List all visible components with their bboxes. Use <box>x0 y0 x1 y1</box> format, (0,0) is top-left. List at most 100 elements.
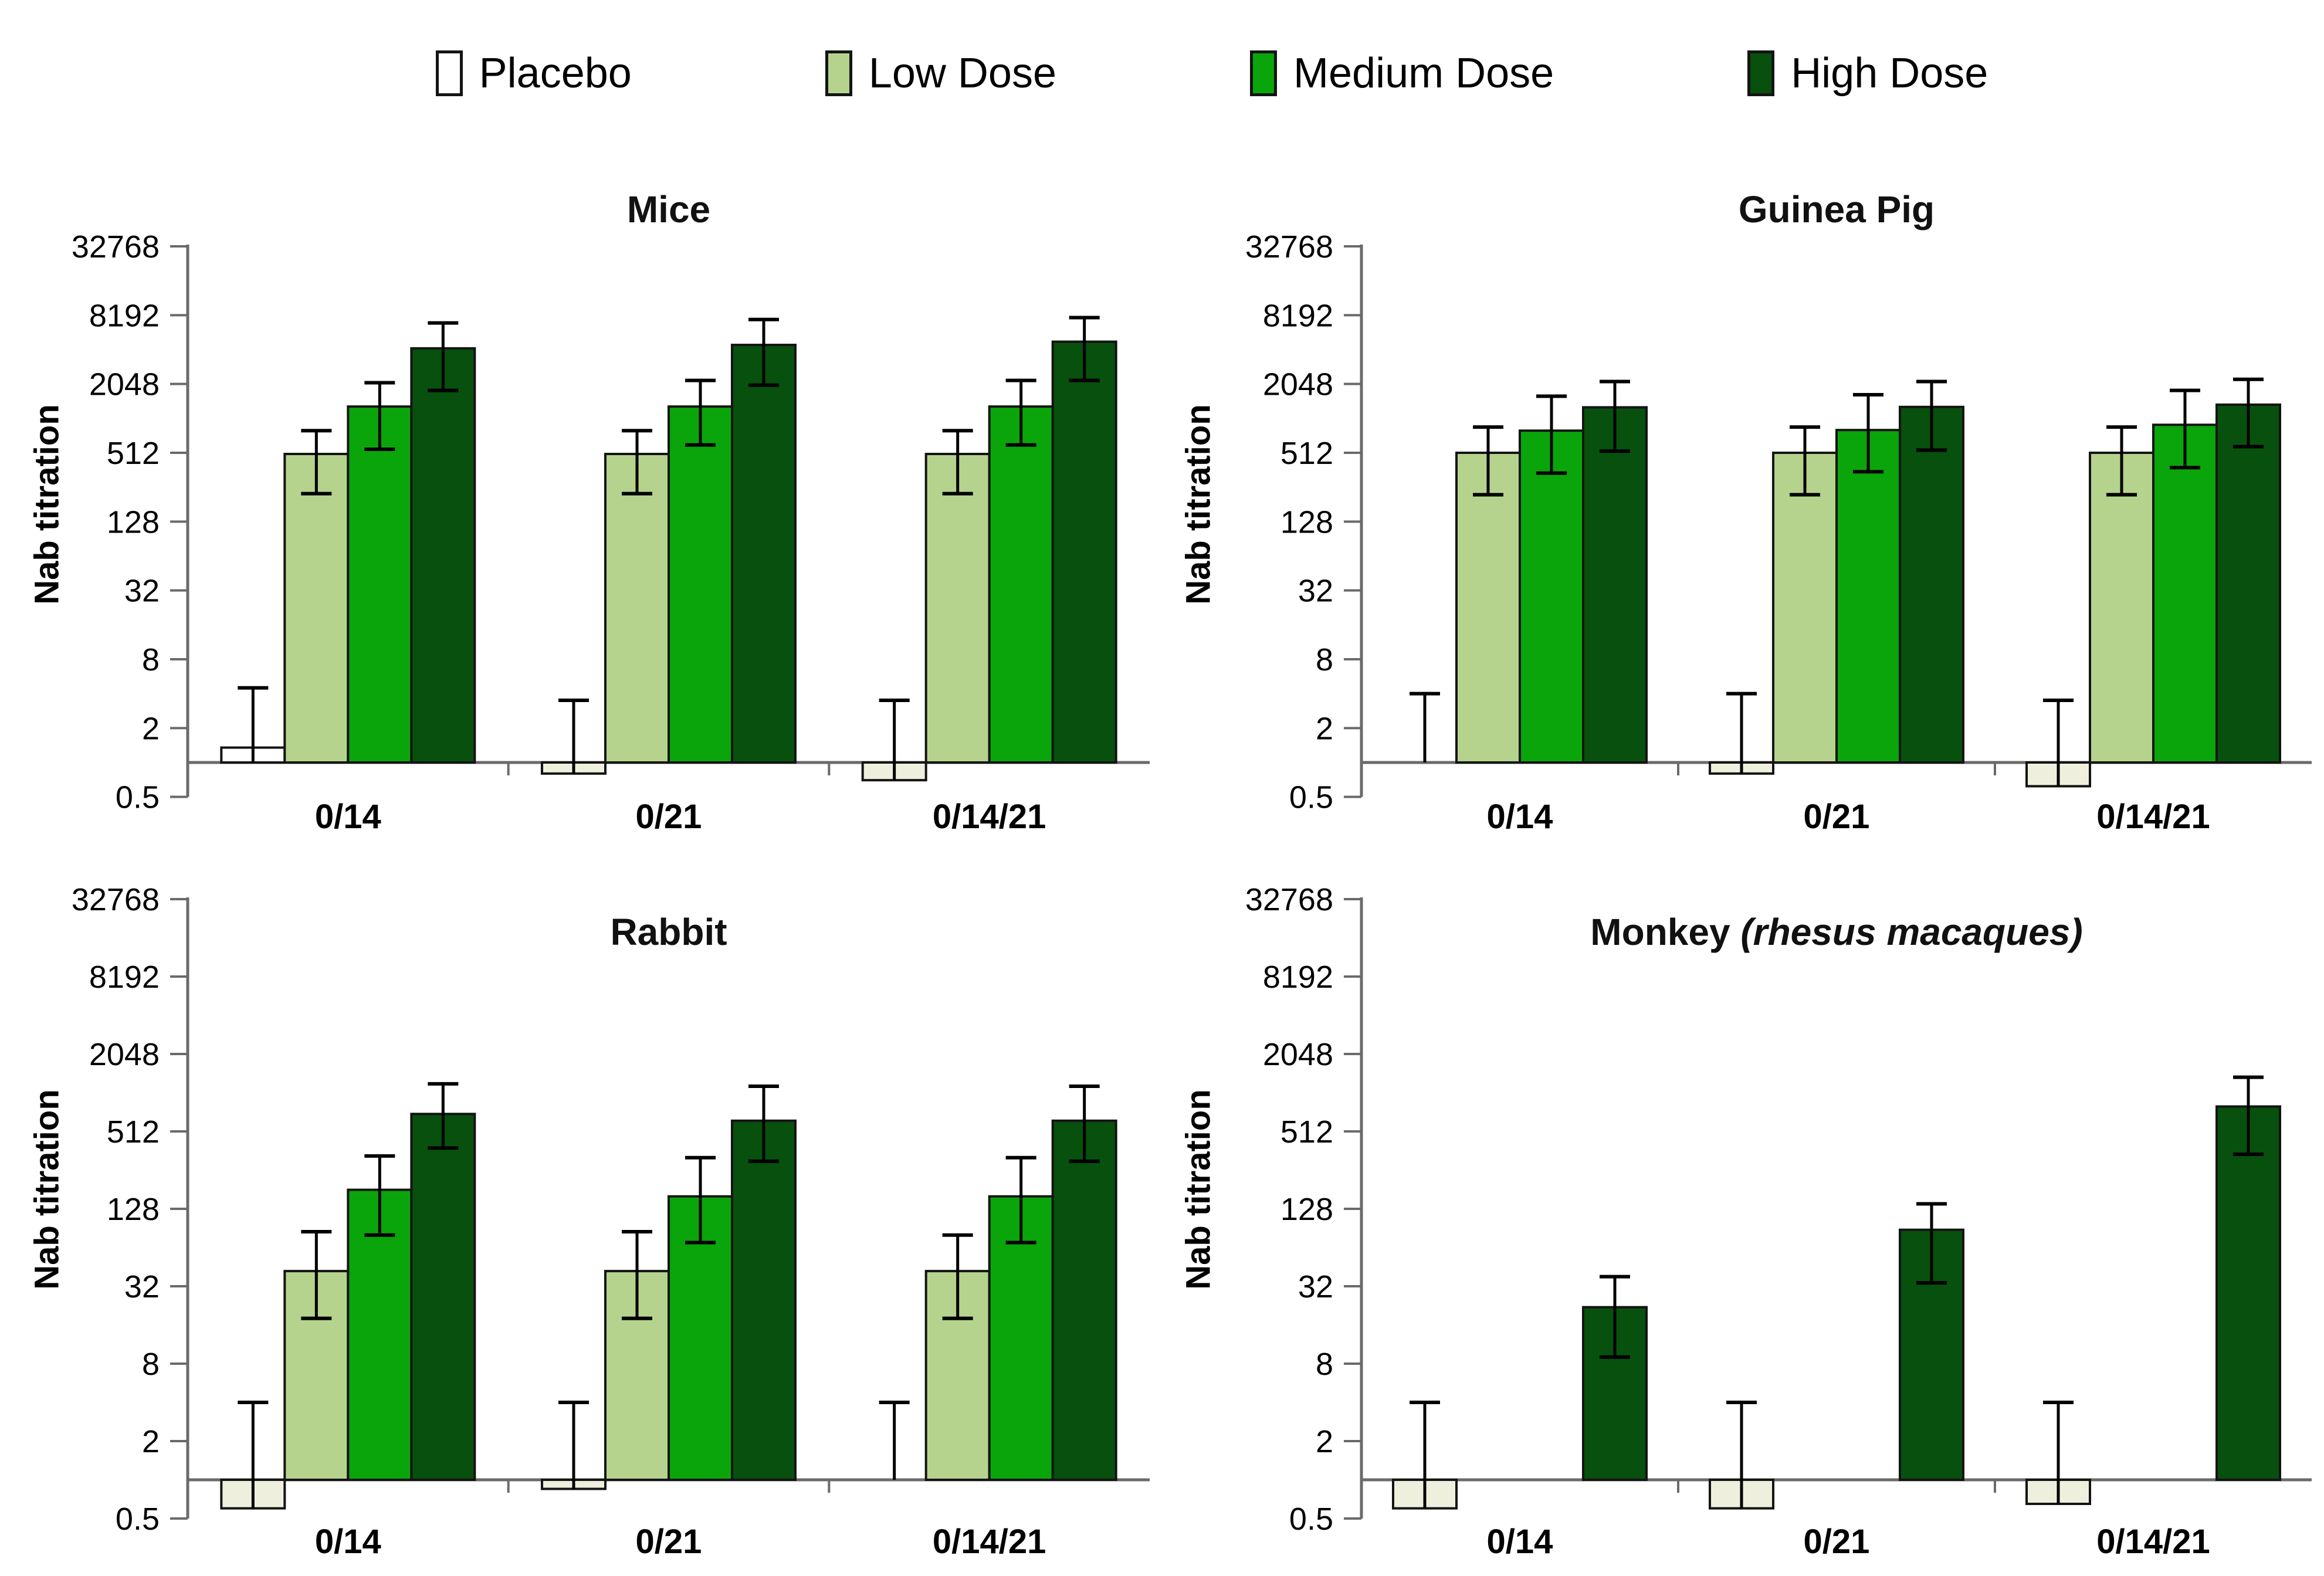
panel-title-text: Monkey <box>1590 911 1741 953</box>
panel-guinea-pig: Guinea Pig Nab titration 32768 8192 2048 51… <box>1162 147 2324 855</box>
y-tick-label: 8192 <box>89 960 160 995</box>
bar-high-dose-0/14 <box>1582 406 1648 764</box>
y-tick-label: 2 <box>142 1424 160 1459</box>
y-tick-label: 2 <box>1316 711 1333 746</box>
y-tick-label: 2048 <box>89 1037 160 1072</box>
bar-medium-dose-0/14 <box>347 405 413 764</box>
y-tick-label: 0.5 <box>116 780 160 815</box>
bar-high-dose-0/21 <box>731 344 797 764</box>
panel-title-italic-text: (rhesus macaques) <box>1740 911 2083 953</box>
y-tick-label: 128 <box>107 1192 160 1227</box>
legend-item-medium-dose: Medium Dose <box>1250 50 1554 96</box>
x-label-0/14/21: 0/14/21 <box>933 798 1046 836</box>
chart-mice: 32768 8192 2048 512 128 32 8 2 0.5 0/14 0/21 0/14/2… <box>72 229 1150 836</box>
y-tick-label: 2048 <box>1263 1037 1333 1072</box>
chart-grid: Mice Nab titration 32768 8192 2048 512 128 32… <box>0 147 2324 1576</box>
bar-medium-dose-0/14 <box>347 1188 413 1482</box>
chart-rabbit: 32768 8192 2048 512 128 32 8 2 0.5 0/14 0/21 0/14/2… <box>72 882 1150 1561</box>
panel-title-text: Guinea Pig <box>1738 188 1935 231</box>
y-tick-label: 8 <box>1316 1347 1333 1382</box>
chart-guinea-pig: 32768 8192 2048 512 128 32 8 2 0.5 0/14 0/21 0/14/2… <box>1245 229 2312 836</box>
y-tick-label: 8 <box>142 642 160 677</box>
y-tick-label: 32 <box>124 574 160 609</box>
bar-high-dose-0/14 <box>410 347 476 764</box>
legend: Placebo Low Dose Medium Dose High Dose <box>100 0 2324 147</box>
y-tick-label: 0.5 <box>1289 1502 1333 1537</box>
y-tick-label: 8 <box>1316 642 1333 677</box>
x-label-0/14/21: 0/14/21 <box>933 1523 1046 1561</box>
panel-title-text: Rabbit <box>610 911 727 953</box>
legend-swatch-placebo <box>435 50 463 96</box>
y-tick-label: 0.5 <box>1289 780 1333 815</box>
legend-label-high-dose: High Dose <box>1791 50 1988 97</box>
bar-medium-dose-0/21 <box>1835 429 1901 764</box>
bar-low-dose-0/14/21 <box>924 453 991 764</box>
legend-label-medium-dose: Medium Dose <box>1293 50 1554 97</box>
bar-high-dose-0/14 <box>410 1113 476 1481</box>
bar-low-dose-0/14/21 <box>2089 452 2154 764</box>
y-tick-label: 8192 <box>89 298 160 333</box>
panel-title-text: Mice <box>626 188 711 231</box>
bar-high-dose-0/14/21 <box>2215 1105 2281 1481</box>
y-tick-label: 32 <box>124 1269 160 1304</box>
x-label-0/14: 0/14 <box>315 1523 381 1561</box>
x-label-0/14: 0/14 <box>1487 798 1553 836</box>
x-label-0/21: 0/21 <box>1804 798 1870 836</box>
bar-high-dose-0/14/21 <box>1051 340 1117 764</box>
y-tick-label: 512 <box>107 436 160 471</box>
legend-label-placebo: Placebo <box>479 50 632 97</box>
bar-medium-dose-0/21 <box>668 405 733 764</box>
bar-low-dose-0/14 <box>283 1270 350 1481</box>
bar-low-dose-0/21 <box>1772 452 1838 764</box>
panel-title-rabbit: Rabbit <box>188 911 1150 953</box>
bar-high-dose-0/14/21 <box>2215 403 2281 764</box>
panel-title-mice: Mice <box>188 189 1150 230</box>
legend-swatch-low-dose <box>825 50 852 96</box>
bar-high-dose-0/21 <box>731 1119 797 1481</box>
y-tick-label: 2048 <box>1263 367 1333 402</box>
bar-medium-dose-0/14 <box>1519 429 1584 764</box>
bar-high-dose-0/21 <box>1899 405 1964 764</box>
legend-item-placebo: Placebo <box>435 50 632 97</box>
bar-medium-dose-0/14/21 <box>988 405 1054 764</box>
panel-title-monkey: Monkey (rhesus macaques) <box>1361 911 2312 953</box>
y-tick-label: 8 <box>142 1347 160 1382</box>
y-tick-label: 2048 <box>89 367 160 402</box>
y-tick-label: 32 <box>1298 1269 1333 1304</box>
panel-title-guinea-pig: Guinea Pig <box>1361 189 2312 230</box>
legend-item-high-dose: High Dose <box>1747 50 1988 96</box>
panel-rabbit: Rabbit Nab titration 32768 8192 2048 512 128… <box>0 855 1162 1576</box>
x-label-0/14: 0/14 <box>315 798 381 836</box>
y-tick-label: 2 <box>142 711 160 746</box>
y-tick-label: 32768 <box>1245 882 1333 917</box>
y-tick-label: 128 <box>107 504 160 540</box>
x-label-0/14: 0/14 <box>1487 1523 1553 1561</box>
legend-swatch-medium-dose <box>1250 50 1278 96</box>
y-tick-label: 512 <box>1280 1114 1333 1150</box>
bar-low-dose-0/14 <box>283 453 350 764</box>
bar-low-dose-0/21 <box>604 453 670 764</box>
y-tick-label: 32768 <box>72 882 160 917</box>
x-label-0/21: 0/21 <box>636 1523 702 1561</box>
panel-monkey: Monkey (rhesus macaques) Nab titration 3… <box>1162 855 2324 1576</box>
legend-swatch-high-dose <box>1747 50 1775 96</box>
y-tick-label: 32 <box>1298 574 1333 609</box>
y-tick-label: 8192 <box>1263 960 1333 995</box>
x-label-0/21: 0/21 <box>1804 1523 1870 1561</box>
y-tick-label: 8192 <box>1263 298 1333 333</box>
y-tick-label: 128 <box>1280 504 1333 540</box>
x-label-0/14/21: 0/14/21 <box>2096 1523 2210 1561</box>
bar-high-dose-0/14/21 <box>1051 1119 1117 1481</box>
y-tick-label: 32768 <box>72 229 160 265</box>
bar-low-dose-0/14 <box>1455 452 1521 764</box>
legend-label-low-dose: Low Dose <box>868 50 1057 97</box>
y-tick-label: 128 <box>1280 1192 1333 1227</box>
legend-item-low-dose: Low Dose <box>825 50 1056 96</box>
y-tick-label: 2 <box>1316 1424 1333 1459</box>
chart-monkey: 32768 8192 2048 512 128 32 8 2 0.5 0/14 0/21 0/14/2… <box>1245 882 2312 1561</box>
x-label-0/14/21: 0/14/21 <box>2096 798 2210 836</box>
panel-mice: Mice Nab titration 32768 8192 2048 512 128 32… <box>0 147 1162 855</box>
y-tick-label: 0.5 <box>116 1502 160 1537</box>
bar-medium-dose-0/14/21 <box>2152 423 2218 764</box>
